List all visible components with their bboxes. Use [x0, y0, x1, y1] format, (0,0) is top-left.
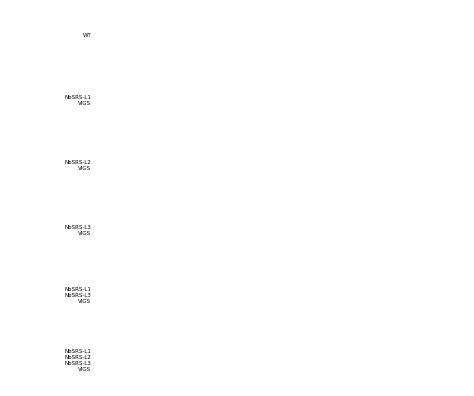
Text: X: X [102, 333, 108, 342]
Text: N: N [266, 138, 273, 147]
Text: U: U [183, 268, 190, 277]
Text: Z'': Z'' [386, 333, 397, 342]
Text: F: F [386, 38, 392, 48]
Text: NbSRS-L2
VIGS: NbSRS-L2 VIGS [64, 160, 91, 171]
Text: NbSRS-L1
VIGS: NbSRS-L1 VIGS [64, 95, 91, 106]
Text: NbSRS-L1
NbSRS-L2
NbSRS-L3
VIGS: NbSRS-L1 NbSRS-L2 NbSRS-L3 VIGS [64, 349, 91, 371]
Text: Z': Z' [310, 333, 319, 342]
Text: V: V [266, 268, 272, 277]
Text: J: J [386, 71, 389, 80]
Text: E: E [386, 6, 392, 15]
Text: P: P [103, 203, 109, 212]
Text: NbSRS-L1
NbSRS-L3
VIGS: NbSRS-L1 NbSRS-L3 VIGS [64, 287, 91, 304]
Text: R: R [266, 203, 272, 212]
Text: Q: Q [183, 203, 190, 212]
Text: K: K [386, 103, 392, 112]
Text: H: H [183, 73, 190, 82]
Text: NbSRS-L3
VIGS: NbSRS-L3 VIGS [64, 225, 91, 236]
Text: C: C [266, 6, 272, 15]
Text: B: B [183, 8, 189, 17]
Text: D: D [266, 38, 273, 48]
Text: WT: WT [83, 33, 91, 38]
Text: O: O [386, 138, 393, 147]
Text: A: A [103, 8, 109, 17]
Text: G: G [103, 73, 109, 82]
Text: L: L [103, 138, 108, 147]
Text: M: M [183, 138, 191, 147]
Text: Z: Z [221, 333, 227, 342]
Text: I: I [266, 73, 269, 82]
Text: Y: Y [167, 333, 172, 342]
Text: W: W [386, 268, 394, 277]
Text: S: S [386, 203, 392, 212]
Text: T: T [103, 268, 108, 277]
